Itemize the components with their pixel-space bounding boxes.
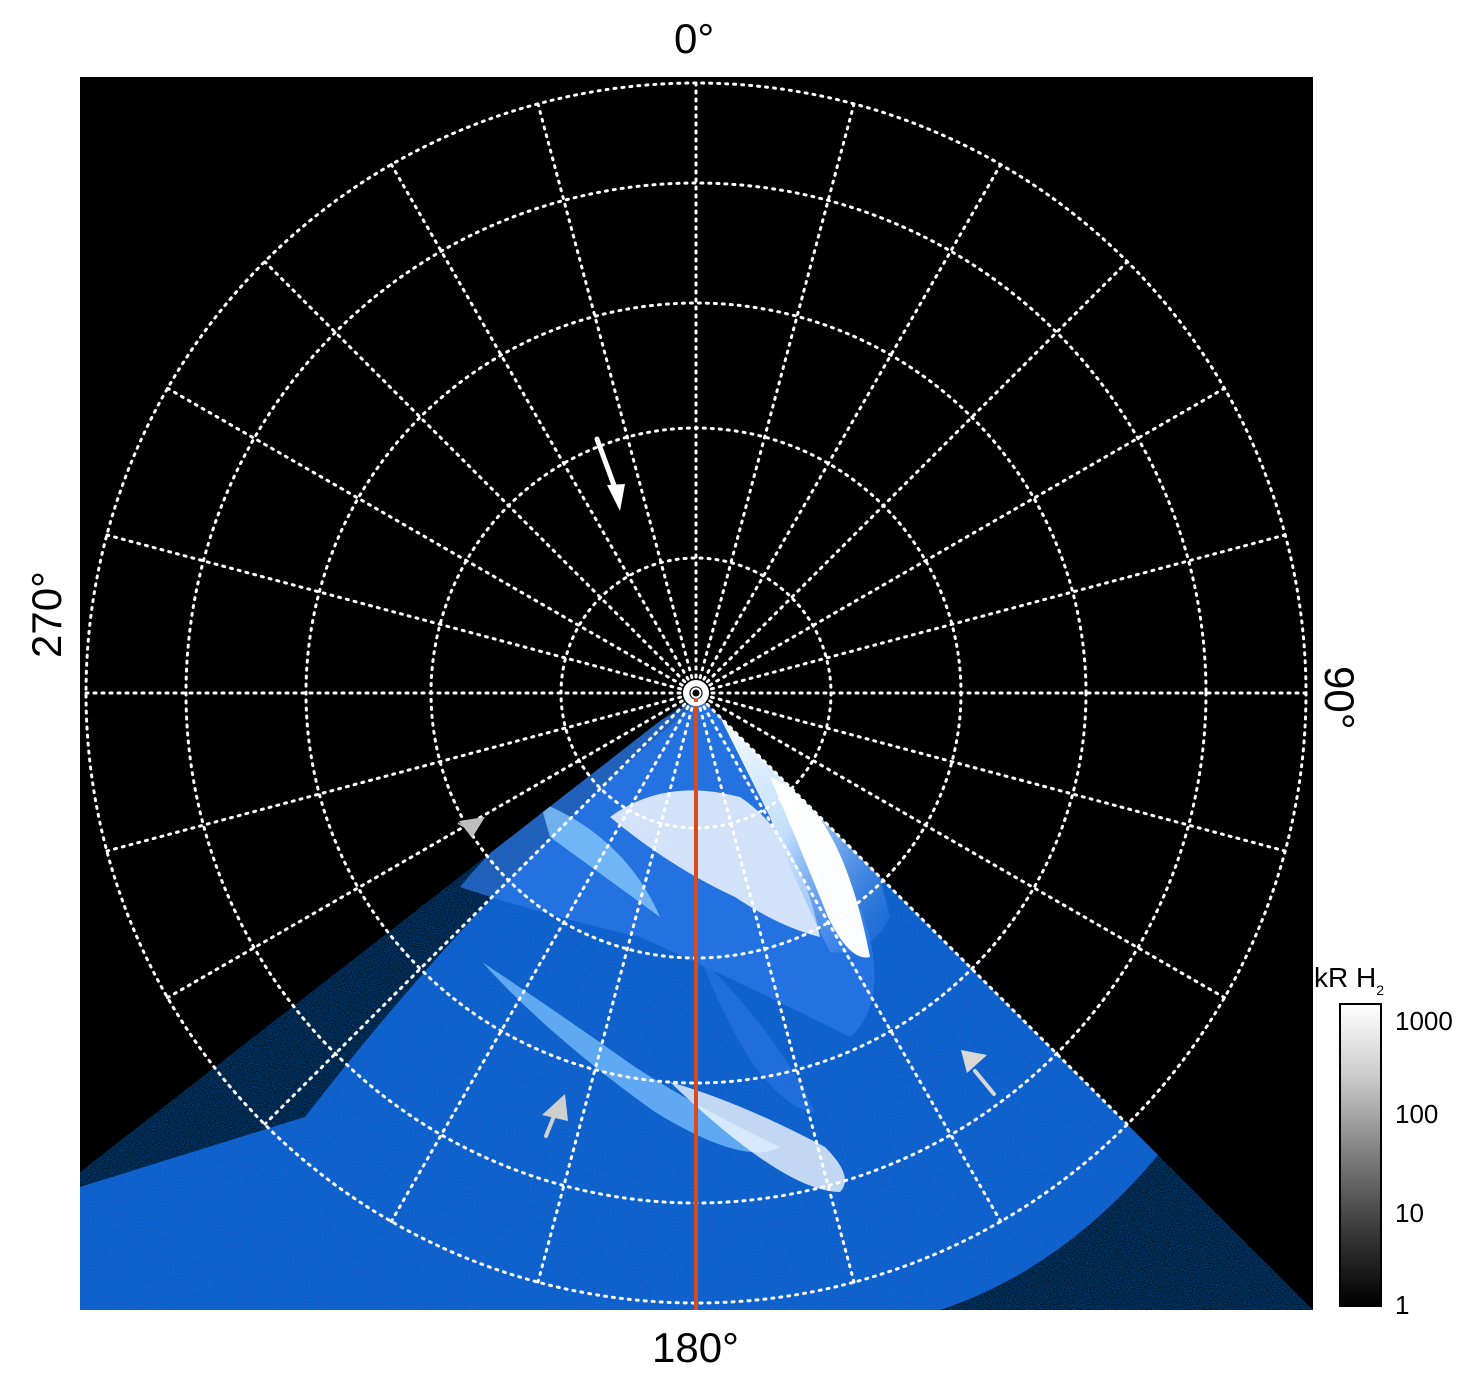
colorbar-tick-10: 10 [1395, 1198, 1424, 1228]
aurora-bright-left-patch [610, 790, 820, 937]
meridian-225 [263, 691, 698, 1126]
aurora-lower-tip [670, 1082, 845, 1192]
label-ninety-degrees: 90° [1316, 666, 1363, 730]
meridian-210 [389, 691, 698, 1224]
meridian-60 [694, 386, 1227, 695]
auroral-image-panel [80, 77, 1313, 1310]
meridian-75 [694, 533, 1287, 695]
colorbar-title: kR H2 [1314, 962, 1384, 998]
meridian-330 [389, 162, 698, 695]
colorbar-title-subscript: 2 [1376, 982, 1385, 998]
gray-arrow-right [961, 1050, 996, 1096]
pole-marker-center [690, 687, 702, 699]
meridian-300 [165, 386, 698, 695]
meridian-135 [694, 691, 1129, 1126]
meridian-165 [694, 691, 856, 1284]
polar-map-svg [80, 77, 1313, 1310]
meridian-150 [694, 691, 1003, 1224]
gray-arrow-bottom-left [542, 1094, 568, 1138]
meridian-105 [694, 691, 1287, 853]
latitude-ring-3 [304, 301, 1088, 1085]
meridian-240 [165, 691, 698, 1000]
meridian-315 [263, 260, 698, 695]
label-two-seventy-degrees: 270° [23, 571, 70, 658]
pole-marker-ring [683, 680, 709, 706]
colorbar-tick-1000: 1000 [1395, 1006, 1453, 1036]
meridian-45 [694, 260, 1129, 695]
meridian-15 [694, 102, 856, 695]
colorbar-tick-1: 1 [1395, 1290, 1410, 1320]
meridian-195 [536, 691, 698, 1284]
meridian-255 [105, 691, 698, 853]
label-one-eighty-degrees: 180° [652, 1324, 739, 1371]
white-arrow-top [594, 436, 625, 511]
colorbar-title-main: kR H [1314, 962, 1377, 993]
meridian-120 [694, 691, 1227, 1000]
label-zero-degrees: 0° [674, 15, 715, 62]
meridian-30 [694, 162, 1003, 695]
meridian-285 [105, 533, 698, 695]
annotation-arrows [457, 436, 996, 1138]
intensity-colorbar [1339, 1003, 1382, 1307]
colorbar-tick-100: 100 [1395, 1099, 1439, 1129]
gray-arrow-left [457, 817, 485, 838]
meridian-345 [536, 102, 698, 695]
